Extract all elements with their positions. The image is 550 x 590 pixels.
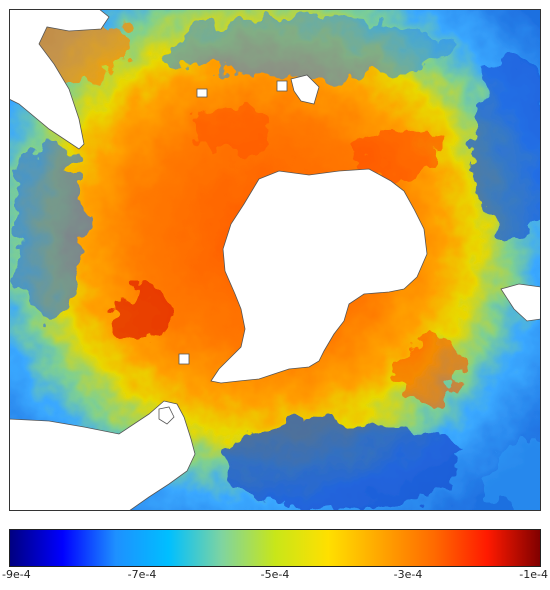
colorbar-tick-label: -9e-4	[2, 568, 31, 581]
colorbar-tick-label: -7e-4	[127, 568, 157, 581]
map-plot	[9, 9, 541, 511]
colorbar-ticks: -9e-4 -7e-4 -5e-4 -3e-4 -1e-4	[0, 568, 550, 586]
africa-tip-land	[500, 283, 541, 322]
colorbar-bar	[9, 529, 541, 567]
ocean-field	[9, 9, 541, 511]
colorbar	[9, 529, 541, 567]
island-small-3	[178, 353, 190, 365]
land-masses	[9, 9, 541, 511]
colorbar-tick-label: -5e-4	[260, 568, 290, 581]
island-small-1	[276, 80, 288, 92]
map-svg	[9, 9, 541, 511]
colorbar-svg	[9, 529, 541, 567]
map-frame-border	[9, 9, 541, 511]
australia-land	[9, 400, 196, 511]
antarctica-land	[210, 168, 428, 384]
new-zealand-land	[158, 406, 175, 425]
island-small-2	[196, 88, 208, 98]
colorbar-tick-label: -1e-4	[519, 568, 548, 581]
south-america-land	[9, 9, 110, 150]
colorbar-tick-label: -3e-4	[393, 568, 423, 581]
island-kerguelen	[290, 74, 320, 105]
